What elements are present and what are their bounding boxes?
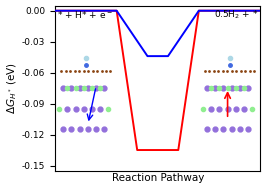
X-axis label: Reaction Pathway: Reaction Pathway xyxy=(111,174,204,184)
Text: * + H* + e$^-$: * + H* + e$^-$ xyxy=(57,9,113,20)
Y-axis label: $\Delta G_{H^*}$ (eV): $\Delta G_{H^*}$ (eV) xyxy=(6,62,19,114)
Text: 0.5H$_2$ + *: 0.5H$_2$ + * xyxy=(214,9,258,21)
